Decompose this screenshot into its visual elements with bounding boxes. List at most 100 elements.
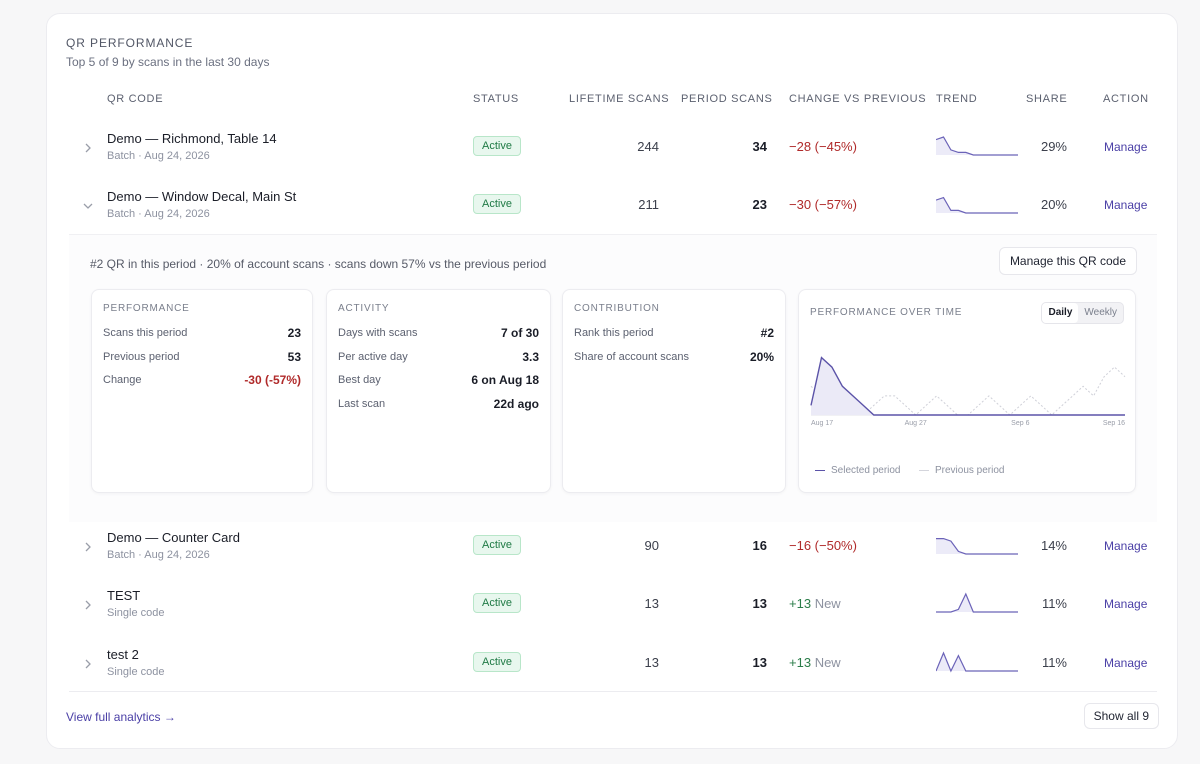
col-header-period-scans[interactable]: PERIOD SCANS — [681, 93, 773, 105]
qr-name: test 2 — [107, 647, 139, 662]
manage-link[interactable]: Manage — [1104, 597, 1148, 611]
performance-chart: Aug 17 Aug 27 Sep 6 Sep 16 — [810, 356, 1126, 427]
view-full-analytics-link[interactable]: View full analytics → — [66, 710, 176, 724]
stat-label: Previous period — [103, 351, 180, 363]
table-row[interactable]: Demo — Counter Card Batch · Aug 24, 2026… — [47, 516, 1179, 574]
share-value: 11% — [1041, 655, 1067, 670]
performance-chart-panel: PERFORMANCE OVER TIME Daily Weekly Aug 1… — [798, 289, 1136, 493]
status-badge: Active — [473, 194, 521, 214]
trend-sparkline — [936, 651, 1018, 673]
new-tag: New — [814, 655, 841, 670]
qr-meta: Batch · Aug 24, 2026 — [107, 549, 210, 561]
series-selected-period — [810, 356, 1125, 416]
manage-link[interactable]: Manage — [1104, 140, 1148, 154]
stat-value: #2 — [760, 326, 774, 340]
stat-label: Scans this period — [103, 327, 188, 339]
sparkline-area — [936, 538, 1018, 554]
chevron-right-icon[interactable] — [82, 142, 94, 154]
status-badge: Active — [473, 535, 521, 555]
sparkline-line — [936, 196, 1018, 214]
x-tick-label: Aug 17 — [811, 420, 833, 427]
share-value: 20% — [1040, 197, 1067, 212]
period-scans: 13 — [752, 655, 767, 670]
granularity-toggle: Daily Weekly — [1041, 302, 1124, 324]
show-all-button[interactable]: Show all 9 — [1083, 703, 1159, 729]
stat-value: 23 — [287, 326, 301, 340]
share-value: 11% — [1041, 596, 1067, 611]
qr-meta: Single code — [107, 666, 165, 678]
stat-value: 3.3 — [522, 350, 539, 364]
sparkline-area — [936, 653, 1018, 671]
lifetime-scans: 244 — [637, 139, 659, 154]
col-header-status[interactable]: STATUS — [473, 93, 519, 105]
change-value: +13 New — [789, 655, 841, 670]
period-scans: 16 — [752, 538, 767, 553]
col-header-change[interactable]: CHANGE VS PREVIOUS — [789, 93, 927, 105]
table-row[interactable]: Demo — Window Decal, Main St Batch · Aug… — [47, 175, 1179, 233]
manage-link[interactable]: Manage — [1104, 656, 1148, 670]
performance-panel: PERFORMANCE Scans this period 23 Previou… — [91, 289, 313, 493]
manage-link[interactable]: Manage — [1104, 198, 1148, 212]
status-badge: Active — [473, 652, 521, 672]
stat-label: Days with scans — [338, 327, 418, 339]
x-tick-label: Sep 6 — [1011, 420, 1029, 427]
col-header-lifetime-scans[interactable]: LIFETIME SCANS — [569, 93, 670, 105]
stat-value: -30 (-57%) — [244, 373, 301, 387]
table-row[interactable]: Demo — Richmond, Table 14 Batch · Aug 24… — [47, 117, 1179, 175]
sparkline-line — [936, 592, 1018, 613]
x-tick-label: Sep 16 — [1103, 420, 1125, 427]
period-scans: 23 — [752, 197, 767, 212]
toggle-weekly[interactable]: Weekly — [1084, 307, 1117, 318]
contribution-panel: CONTRIBUTION Rank this period #2 Share o… — [562, 289, 786, 493]
qr-name: Demo — Counter Card — [107, 530, 240, 545]
expanded-details: #2 QR in this period · 20% of account sc… — [69, 234, 1157, 522]
stat-label: Share of account scans — [574, 351, 689, 363]
manage-link[interactable]: Manage — [1104, 539, 1148, 553]
trend-sparkline — [936, 136, 1018, 156]
stat-label: Best day — [338, 374, 381, 386]
change-value: −28 (−45%) — [789, 139, 857, 154]
lifetime-scans: 13 — [644, 596, 659, 611]
sparkline-line — [936, 538, 1018, 555]
status-badge: Active — [473, 593, 521, 613]
status-badge: Active — [473, 136, 521, 156]
chevron-down-icon[interactable] — [82, 200, 94, 212]
change-value: −30 (−57%) — [789, 197, 857, 212]
change-amount: −30 (−57%) — [789, 197, 857, 212]
stat-value: 22d ago — [493, 397, 539, 411]
col-header-share[interactable]: SHARE — [1026, 93, 1068, 105]
stat-label: Per active day — [338, 351, 408, 363]
x-tick-label: Aug 27 — [905, 420, 927, 427]
stat-value: 53 — [287, 350, 301, 364]
manage-this-qr-button[interactable]: Manage this QR code — [998, 247, 1137, 275]
table-row[interactable]: TEST Single code Active 13 13 +13 New 11… — [47, 574, 1179, 632]
new-tag: New — [814, 596, 841, 611]
trend-sparkline — [936, 196, 1018, 214]
change-amount: +13 — [789, 655, 812, 670]
change-amount: −28 (−45%) — [789, 139, 857, 154]
sparkline-area — [936, 594, 1018, 612]
chevron-right-icon[interactable] — [82, 541, 94, 553]
col-header-qr-code[interactable]: QR CODE — [107, 93, 164, 105]
stat-label: Change — [103, 374, 142, 386]
change-value: −16 (−50%) — [789, 538, 857, 553]
qr-performance-card: QR PERFORMANCE Top 5 of 9 by scans in th… — [46, 13, 1178, 749]
chevron-right-icon[interactable] — [82, 658, 94, 670]
trend-sparkline — [936, 538, 1018, 555]
legend-selected: Selected period — [815, 465, 901, 476]
series-selected-area — [811, 357, 1125, 415]
panel-title: CONTRIBUTION — [574, 303, 660, 314]
stat-value: 20% — [749, 350, 774, 364]
sparkline-line — [936, 136, 1018, 156]
qr-meta: Single code — [107, 607, 165, 619]
qr-name: TEST — [107, 588, 141, 603]
card-title: QR PERFORMANCE — [66, 36, 194, 50]
panel-title: ACTIVITY — [338, 303, 390, 314]
lifetime-scans: 211 — [638, 197, 659, 212]
table-row[interactable]: test 2 Single code Active 13 13 +13 New … — [47, 633, 1179, 691]
qr-meta: Batch · Aug 24, 2026 — [107, 150, 210, 162]
chevron-right-icon[interactable] — [82, 599, 94, 611]
stat-label: Last scan — [338, 398, 386, 410]
trend-sparkline — [936, 592, 1018, 613]
toggle-daily[interactable]: Daily — [1042, 303, 1079, 323]
